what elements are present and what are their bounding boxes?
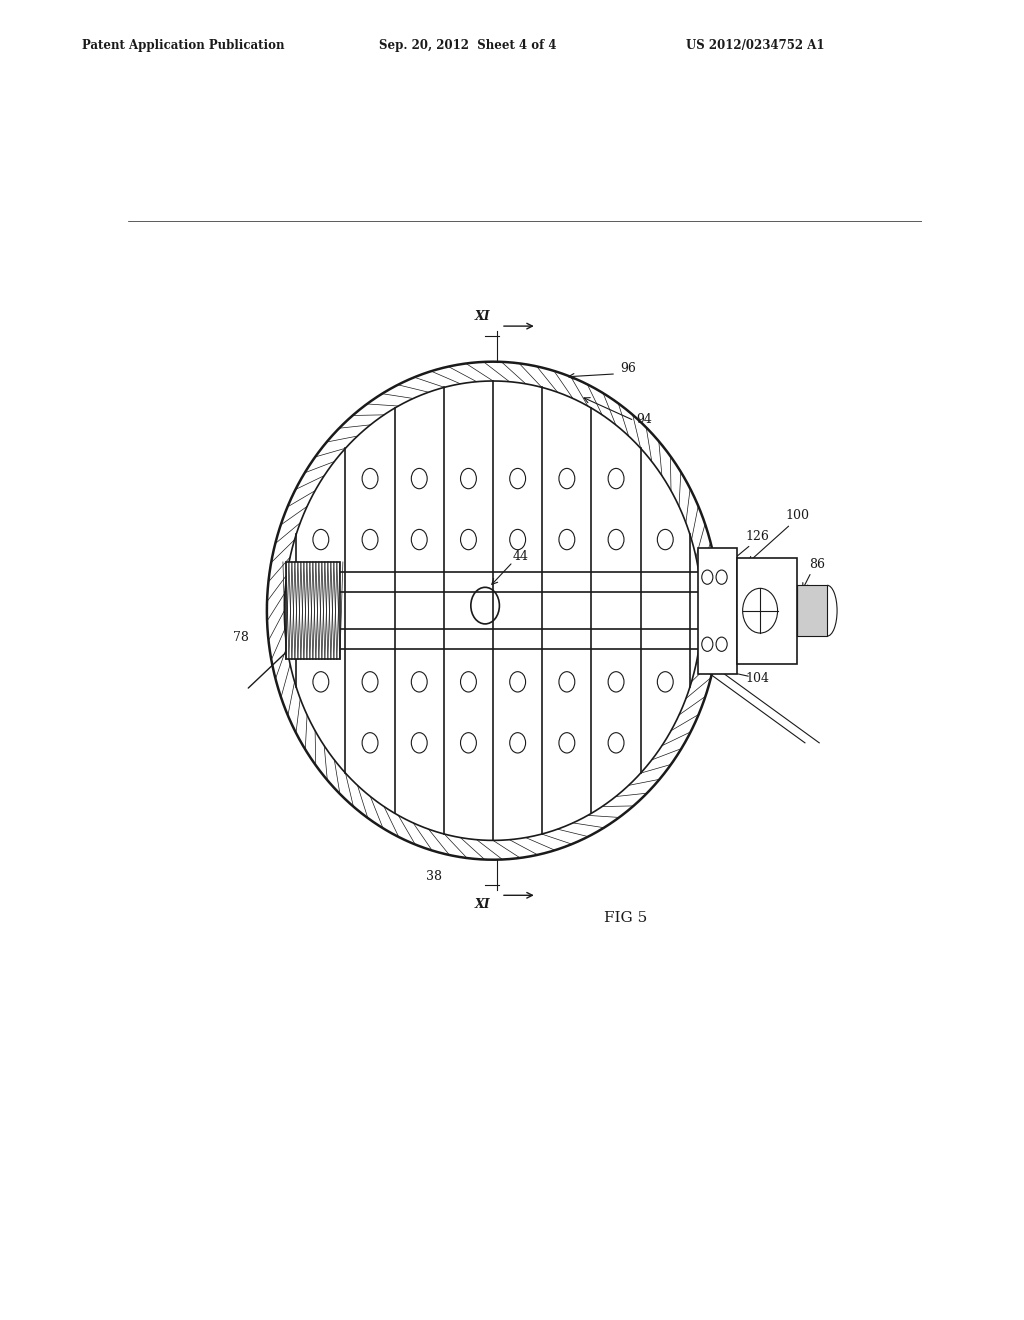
Text: XI: XI <box>475 899 490 911</box>
Text: 100: 100 <box>785 510 809 523</box>
Text: 86: 86 <box>809 558 825 572</box>
Text: US 2012/0234752 A1: US 2012/0234752 A1 <box>686 38 824 51</box>
Text: 78: 78 <box>232 631 249 644</box>
Text: 94: 94 <box>636 413 652 425</box>
Text: XI: XI <box>475 310 490 323</box>
FancyBboxPatch shape <box>697 548 737 673</box>
Text: 96: 96 <box>620 362 636 375</box>
Text: FIG 5: FIG 5 <box>604 911 647 924</box>
Bar <box>797 585 827 636</box>
Bar <box>737 558 797 664</box>
Text: 104: 104 <box>745 672 769 685</box>
Text: 126: 126 <box>745 529 769 543</box>
Text: Patent Application Publication: Patent Application Publication <box>82 38 285 51</box>
Text: Sep. 20, 2012  Sheet 4 of 4: Sep. 20, 2012 Sheet 4 of 4 <box>379 38 556 51</box>
Text: 38: 38 <box>426 870 441 883</box>
Bar <box>286 562 340 660</box>
Text: 44: 44 <box>513 550 529 562</box>
